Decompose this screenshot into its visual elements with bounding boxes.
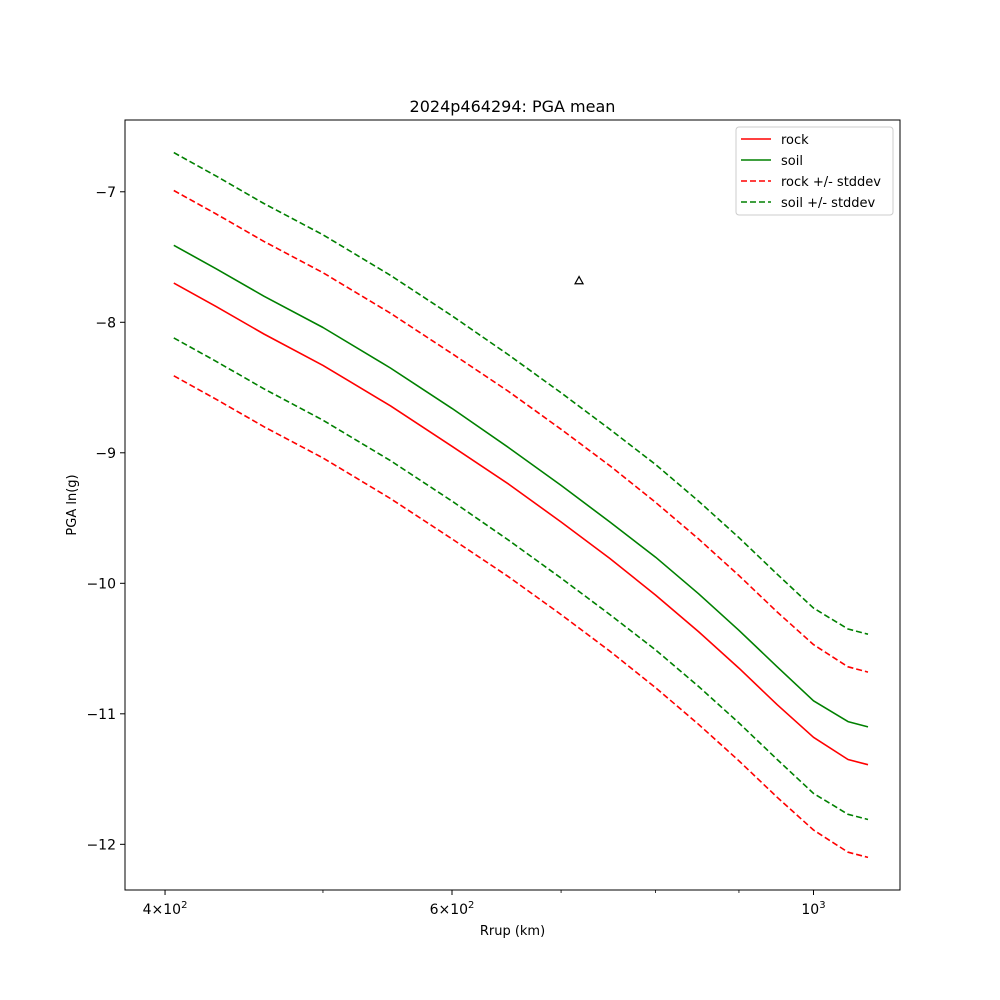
series-line-2 [173,189,869,673]
x-tick-label-1: 6×102 [430,900,475,918]
x-axis-label: Rrup (km) [480,924,545,939]
x-tick-label-0: 4×102 [143,900,188,918]
series-line-1 [173,244,869,728]
y-tick-label-2: −9 [95,446,116,462]
legend-box [735,126,894,216]
series-line-3 [173,375,869,859]
legend-label-3: soil +/- stddev [781,196,876,211]
y-tick-label-0: −7 [95,185,116,201]
legend-label-0: rock [781,133,809,148]
series-line-5 [173,337,869,821]
legend-label-1: soil [781,154,803,169]
legend: rock soil rock +/- stddev soil +/- stddev [735,126,894,216]
series-line-0 [173,282,869,766]
x-axis: 4×102 6×102 103 [143,890,826,918]
y-tick-label-1: −8 [95,315,116,331]
y-axis-label: PGA ln(g) [65,474,80,535]
chart-title: 2024p464294: PGA mean [410,97,616,116]
x-tick-label-2: 103 [801,900,825,918]
y-tick-label-4: −11 [86,707,116,723]
plot-frame [124,119,901,891]
plot-lines [173,151,869,859]
y-tick-label-3: −10 [86,576,116,592]
y-axis: −7 −8 −9 −10 −11 −12 [86,185,125,853]
data-point-marker-0 [574,275,585,285]
legend-label-2: rock +/- stddev [781,175,881,190]
y-tick-label-5: −12 [86,837,116,853]
series-line-4 [173,151,869,635]
plot-points [574,275,585,285]
